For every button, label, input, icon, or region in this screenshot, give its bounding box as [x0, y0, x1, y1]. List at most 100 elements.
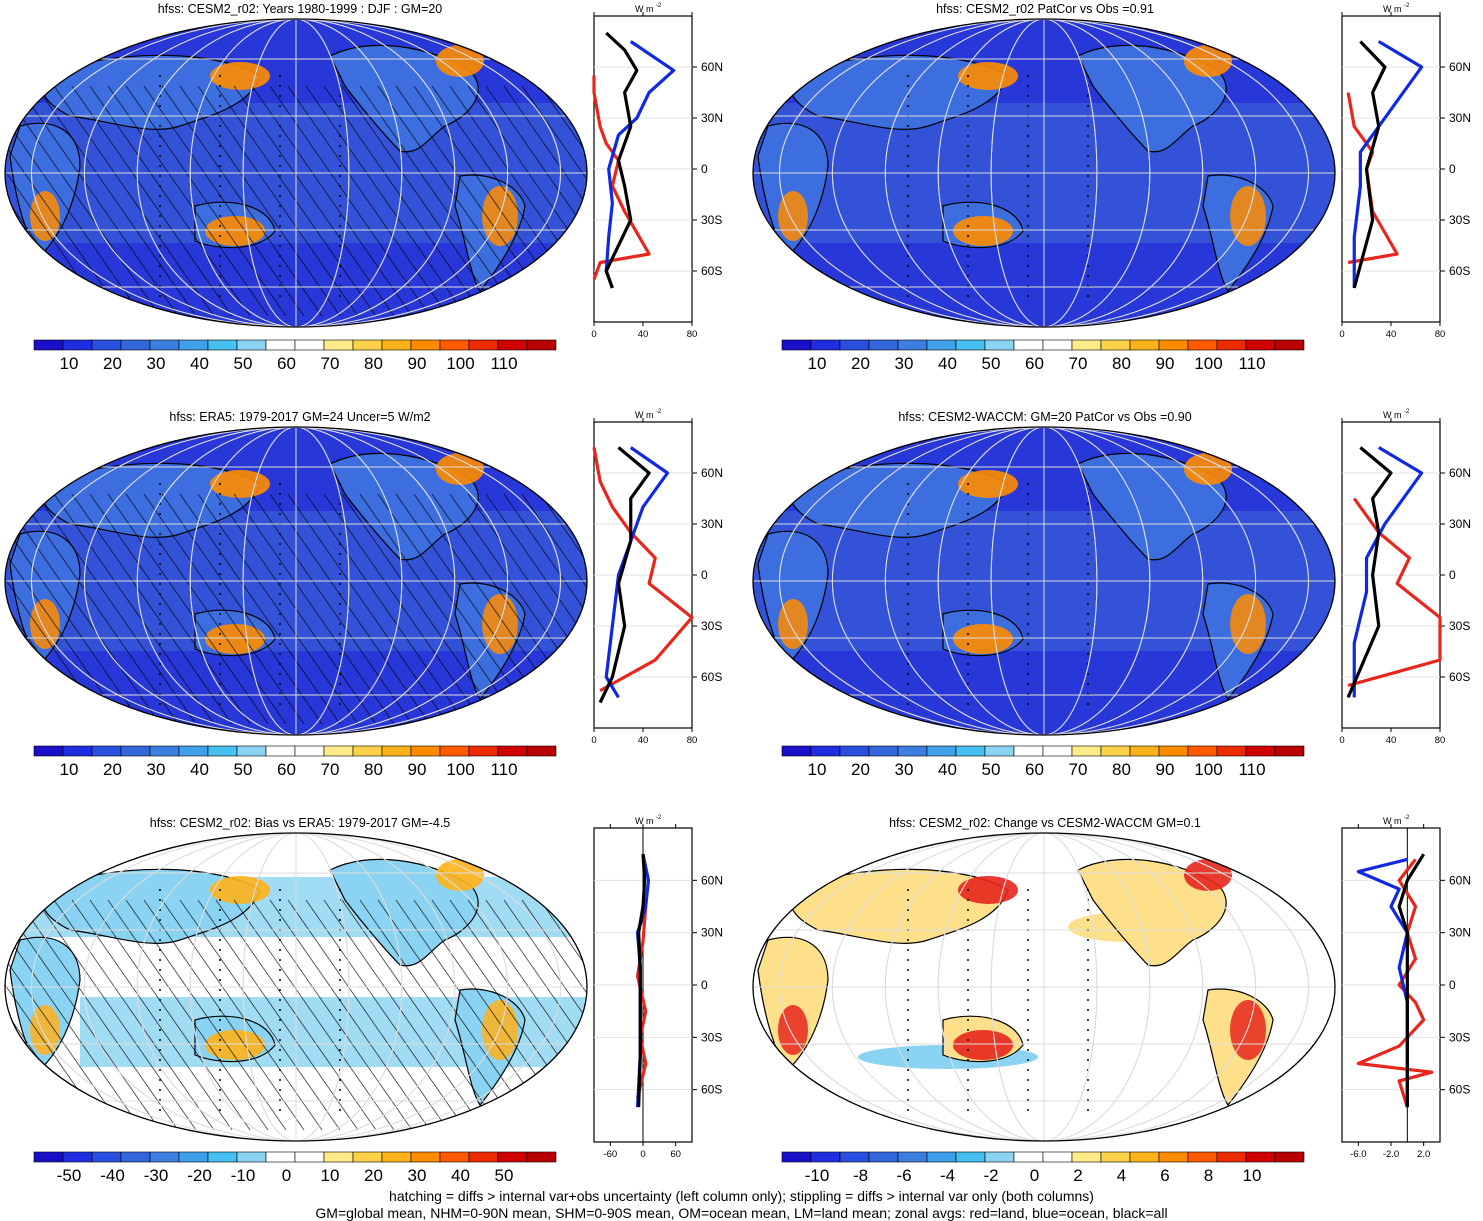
stipple-dot — [1087, 543, 1089, 545]
colorbar-label: -40 — [100, 1166, 125, 1185]
stipple-dot — [159, 1089, 161, 1091]
meridian-line — [937, 427, 1151, 735]
stipple-dot — [219, 245, 221, 247]
stipple-dot — [1087, 483, 1089, 485]
stipple-dot — [967, 939, 969, 941]
graticule — [5, 19, 587, 327]
colorbar-swatch — [294, 339, 325, 351]
zonal-lat-label: 30N — [1449, 517, 1471, 531]
stipple-dot — [279, 1059, 281, 1061]
colorbar-swatch — [1274, 1151, 1305, 1163]
stipple-dot — [967, 155, 969, 157]
stipple-dot — [159, 663, 161, 665]
map-outline — [752, 832, 1336, 1142]
stipple-dot — [1027, 135, 1029, 137]
colorbar-label: 100 — [1194, 760, 1222, 779]
stipple-dot — [1087, 125, 1089, 127]
hatch-line — [269, 493, 431, 725]
colorbar-swatch — [984, 1151, 1015, 1163]
colorbar-swatch — [294, 745, 325, 757]
stipple-dot — [279, 95, 281, 97]
stipple-dot — [967, 205, 969, 207]
stipple-dot — [1027, 503, 1029, 505]
stipple-dot — [1087, 889, 1089, 891]
zonal-lat-label: 30N — [701, 926, 723, 940]
stipple-dot — [339, 1049, 341, 1051]
stipple-dot — [1027, 165, 1029, 167]
stipple-dot — [907, 703, 909, 705]
colorbar-swatch — [1042, 1151, 1073, 1163]
meridian-line — [831, 427, 1257, 735]
hatch-line — [521, 899, 587, 1131]
stipple-dot — [159, 215, 161, 217]
stipple-dot — [279, 603, 281, 605]
stipple-dot — [907, 573, 909, 575]
stipple-dot — [219, 165, 221, 167]
stipple-dot — [219, 493, 221, 495]
stipple-dot — [907, 145, 909, 147]
stipple-dot — [1027, 1089, 1029, 1091]
stipple-dot — [339, 999, 341, 1001]
zonal-lat-label: 60N — [1449, 60, 1471, 74]
stipple-dot — [159, 939, 161, 941]
stipple-dot — [1027, 1009, 1029, 1011]
colorbar-swatch — [381, 1151, 412, 1163]
stipple-dot — [907, 603, 909, 605]
stipple-dot — [1087, 265, 1089, 267]
colorbar-label: 50 — [495, 1166, 514, 1185]
stipple-dot — [159, 949, 161, 951]
colorbar-4: 10 20 30 40 50 60 70 80 90 100 110 — [781, 745, 1305, 779]
zonal-x-label: 0 — [591, 735, 596, 746]
zonal-plot-4: 60N 30N 0 30S 60S W m -2 0 40 80 — [1339, 409, 1471, 746]
stipple-dot — [219, 643, 221, 645]
stipple-dot — [219, 899, 221, 901]
stipple-dot — [159, 643, 161, 645]
colorbar-swatch — [62, 745, 93, 757]
stipple-dot — [967, 633, 969, 635]
colorbar-label: 50 — [982, 760, 1001, 779]
stipple-dot — [159, 979, 161, 981]
stipple-dot — [219, 909, 221, 911]
colorbar-swatch — [1245, 1151, 1276, 1163]
stipple-dot — [907, 1019, 909, 1021]
stipple-dot — [1087, 135, 1089, 137]
stipple-dot — [219, 1069, 221, 1071]
stipple-dot — [159, 155, 161, 157]
colorbar-label: 80 — [1112, 354, 1131, 373]
colorbar-swatch — [781, 1151, 812, 1163]
zonal-x-label: -2.0 — [1383, 1149, 1399, 1160]
stipple-dot — [1087, 205, 1089, 207]
stipple-dot — [159, 593, 161, 595]
colorbar-label: 8 — [1204, 1166, 1213, 1185]
stipple-dot — [967, 603, 969, 605]
colorbar-label: 40 — [190, 760, 209, 779]
stipple-dot — [1087, 185, 1089, 187]
stipple-dot — [279, 653, 281, 655]
stipple-dot — [219, 235, 221, 237]
hatch-line — [359, 899, 521, 1131]
stipple-dot — [967, 703, 969, 705]
colorbar-swatch — [497, 339, 528, 351]
stipple-dot — [339, 919, 341, 921]
stipple-dot — [219, 1039, 221, 1041]
stipple-dot — [1087, 563, 1089, 565]
zonal-x-label: 40 — [1386, 329, 1397, 340]
colorbar-swatch — [410, 745, 441, 757]
colorbar-label: 20 — [103, 760, 122, 779]
zonal-x-label: -6.0 — [1350, 1149, 1366, 1160]
hatch-line — [161, 85, 323, 317]
colorbar-label: 60 — [277, 760, 296, 779]
stipple-dot — [907, 295, 909, 297]
stipple-dot — [159, 175, 161, 177]
stipple-dot — [279, 503, 281, 505]
stipple-dot — [219, 683, 221, 685]
hatch-line — [305, 899, 467, 1131]
warm-spot-gulfstream — [436, 453, 484, 485]
stipple-dot — [339, 623, 341, 625]
warm-spot-gulfstream — [436, 45, 484, 77]
stipple-dot — [967, 195, 969, 197]
graticule — [753, 427, 1335, 735]
stipple-dot — [219, 949, 221, 951]
stipple-dot — [219, 673, 221, 675]
stipple-dot — [1027, 215, 1029, 217]
